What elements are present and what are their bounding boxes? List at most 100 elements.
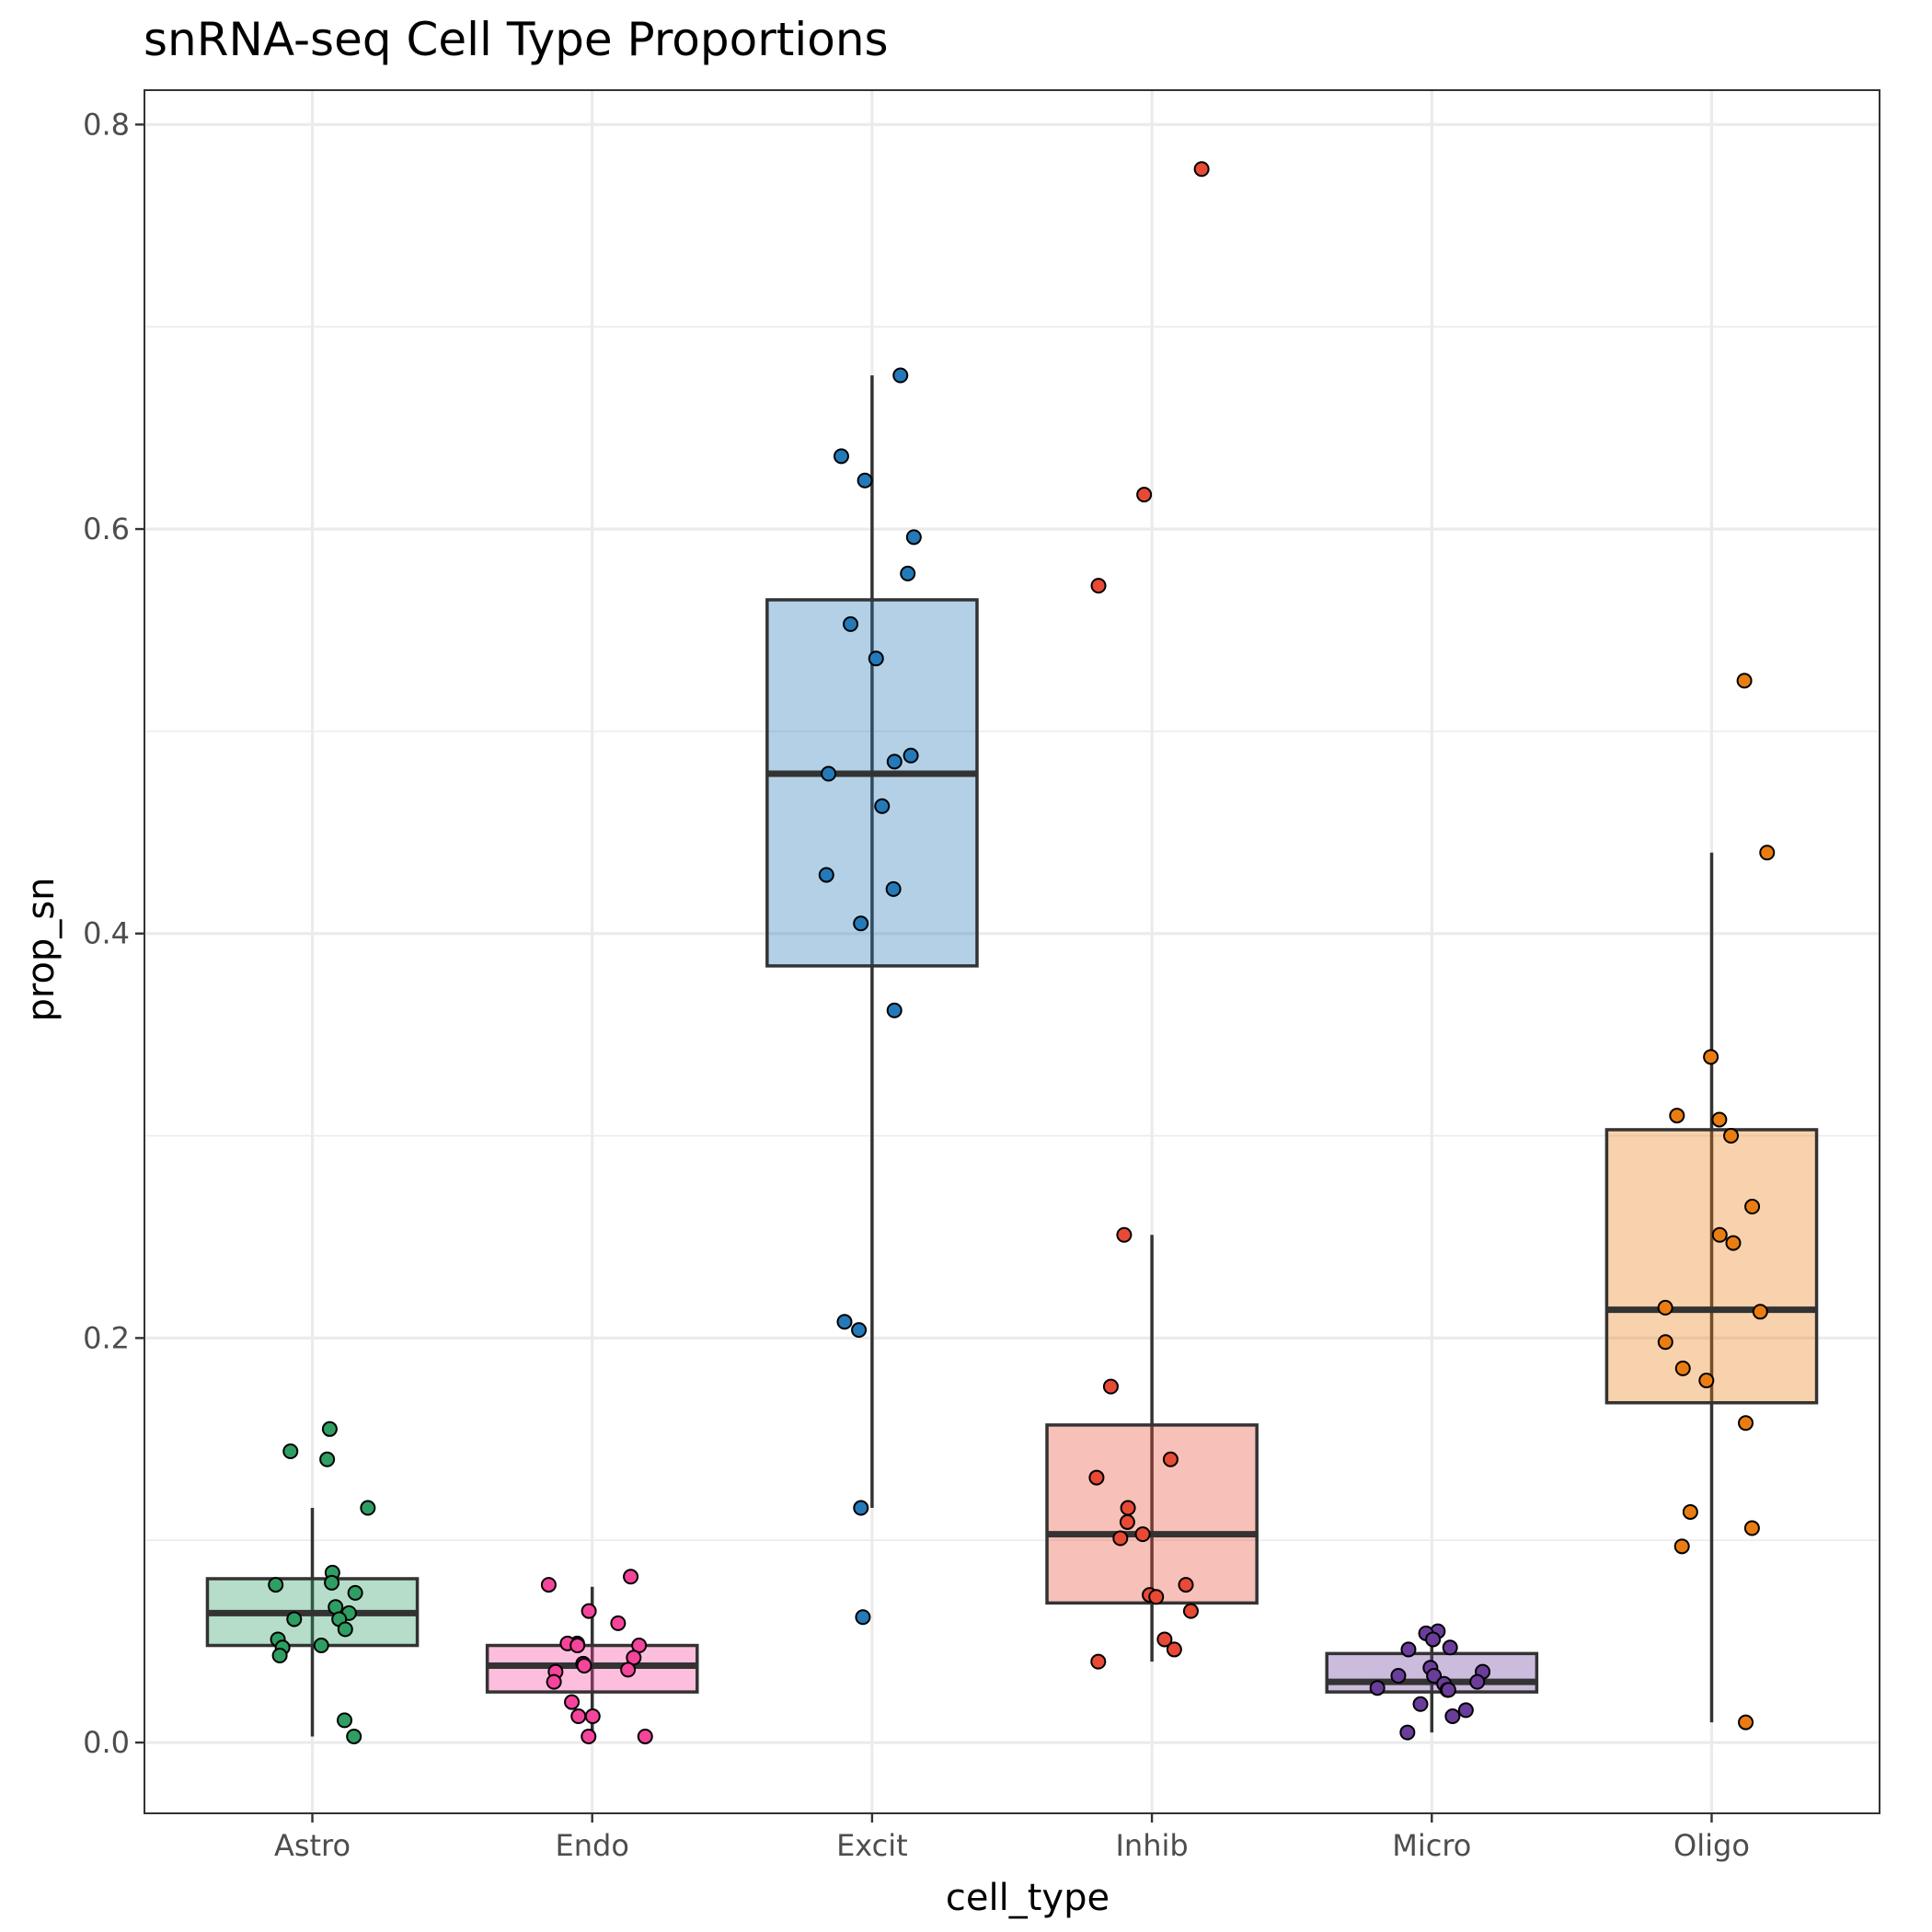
data-point-micro: [1369, 1680, 1386, 1696]
x-tick-label-astro: Astro: [274, 1828, 351, 1863]
data-point-oligo: [1752, 1304, 1768, 1320]
data-point-excit: [900, 565, 916, 581]
data-point-astro: [337, 1712, 353, 1729]
axis-layer: 0.0 0.2 0.4 0.6 0.8 Astro Endo Excit Inhib Micro O…: [83, 107, 1750, 1863]
data-point-oligo: [1738, 1714, 1754, 1731]
data-point-endo: [584, 1708, 601, 1724]
data-point-oligo: [1673, 1538, 1690, 1555]
data-point-inhib: [1182, 1603, 1199, 1619]
data-point-micro: [1457, 1702, 1474, 1719]
data-point-astro: [346, 1728, 362, 1744]
data-point-oligo: [1711, 1226, 1728, 1243]
point-layer: [268, 161, 1776, 1744]
data-point-micro: [1412, 1696, 1429, 1712]
data-point-endo: [610, 1615, 627, 1631]
data-point-endo: [620, 1662, 637, 1678]
data-point-astro: [286, 1611, 303, 1627]
data-point-astro: [360, 1500, 376, 1516]
y-tick-label: 0.6: [83, 512, 130, 546]
data-point-excit: [818, 867, 834, 883]
plot-panel-border: [144, 89, 1880, 1814]
data-point-excit: [853, 1500, 869, 1516]
data-point-oligo: [1674, 1360, 1691, 1376]
data-point-excit: [821, 765, 837, 782]
y-tick-label: 0.4: [83, 916, 130, 951]
data-point-oligo: [1759, 845, 1776, 861]
box-oligo: [1604, 1128, 1819, 1405]
data-point-endo: [581, 1728, 597, 1744]
data-point-endo: [569, 1638, 586, 1654]
data-point-oligo: [1698, 1373, 1715, 1389]
chart-title: snRNA-seq Cell Type Proportions: [144, 13, 889, 66]
data-point-micro: [1440, 1682, 1456, 1698]
x-axis-title: cell_type: [946, 1877, 1110, 1919]
data-point-astro: [313, 1638, 329, 1654]
data-point-micro: [1399, 1724, 1416, 1741]
data-point-inhib: [1116, 1226, 1133, 1243]
data-point-astro: [282, 1443, 299, 1459]
y-axis-title: prop_sn: [20, 877, 63, 1021]
data-point-inhib: [1119, 1513, 1135, 1530]
data-point-endo: [570, 1708, 587, 1724]
data-point-astro: [337, 1621, 353, 1638]
data-point-endo: [540, 1577, 557, 1593]
data-point-inhib: [1162, 1451, 1179, 1467]
data-point-excit: [868, 650, 884, 667]
x-tick-label-micro: Micro: [1392, 1828, 1471, 1863]
x-tick-label-inhib: Inhib: [1115, 1828, 1188, 1863]
data-point-excit: [851, 1322, 868, 1339]
data-point-excit: [886, 753, 903, 770]
data-point-inhib: [1088, 1469, 1105, 1486]
data-point-inhib: [1148, 1589, 1165, 1605]
data-point-endo: [564, 1694, 581, 1710]
data-point-oligo: [1738, 1415, 1754, 1432]
data-point-excit: [903, 747, 919, 764]
data-point-oligo: [1682, 1503, 1698, 1520]
data-point-micro: [1390, 1668, 1407, 1685]
data-point-excit: [892, 367, 909, 384]
data-point-excit: [843, 615, 859, 632]
data-point-inhib: [1090, 1653, 1107, 1670]
data-point-oligo: [1657, 1334, 1673, 1351]
data-point-astro: [347, 1584, 363, 1601]
data-point-excit: [885, 880, 902, 897]
data-point-astro: [319, 1451, 336, 1467]
data-point-inhib: [1134, 1526, 1151, 1543]
data-point-astro: [321, 1420, 338, 1437]
data-point-astro: [271, 1648, 288, 1664]
box-inhib: [1045, 1423, 1259, 1605]
data-point-inhib: [1166, 1641, 1182, 1658]
x-tick-label-excit: Excit: [836, 1828, 908, 1863]
data-point-oligo: [1725, 1235, 1742, 1251]
data-point-astro: [324, 1574, 340, 1591]
data-point-micro: [1425, 1631, 1442, 1648]
data-point-endo: [546, 1673, 562, 1690]
data-point-excit: [874, 798, 891, 814]
data-point-inhib: [1178, 1577, 1194, 1593]
data-point-inhib: [1112, 1530, 1129, 1547]
data-point-excit: [855, 1609, 871, 1626]
data-point-micro: [1442, 1639, 1458, 1656]
data-point-excit: [853, 915, 869, 932]
data-point-excit: [886, 1002, 903, 1018]
data-point-astro: [268, 1577, 284, 1593]
y-tick-label: 0.0: [83, 1725, 130, 1760]
data-point-excit: [833, 448, 849, 465]
data-point-endo: [581, 1603, 597, 1619]
data-point-micro: [1400, 1641, 1417, 1658]
y-tick-label: 0.8: [83, 107, 130, 142]
data-point-endo: [576, 1658, 592, 1674]
data-point-inhib: [1120, 1500, 1136, 1516]
data-point-oligo: [1723, 1128, 1740, 1144]
data-point-oligo: [1711, 1111, 1728, 1128]
data-point-endo: [623, 1569, 639, 1585]
x-tick-label-oligo: Oligo: [1673, 1828, 1750, 1863]
data-point-oligo: [1669, 1108, 1685, 1124]
box-micro: [1325, 1651, 1539, 1694]
data-point-oligo: [1743, 1520, 1760, 1536]
data-point-excit: [857, 472, 873, 489]
data-point-inhib: [1090, 578, 1107, 594]
grid-lines: [144, 90, 1880, 1813]
data-point-excit: [905, 529, 922, 546]
